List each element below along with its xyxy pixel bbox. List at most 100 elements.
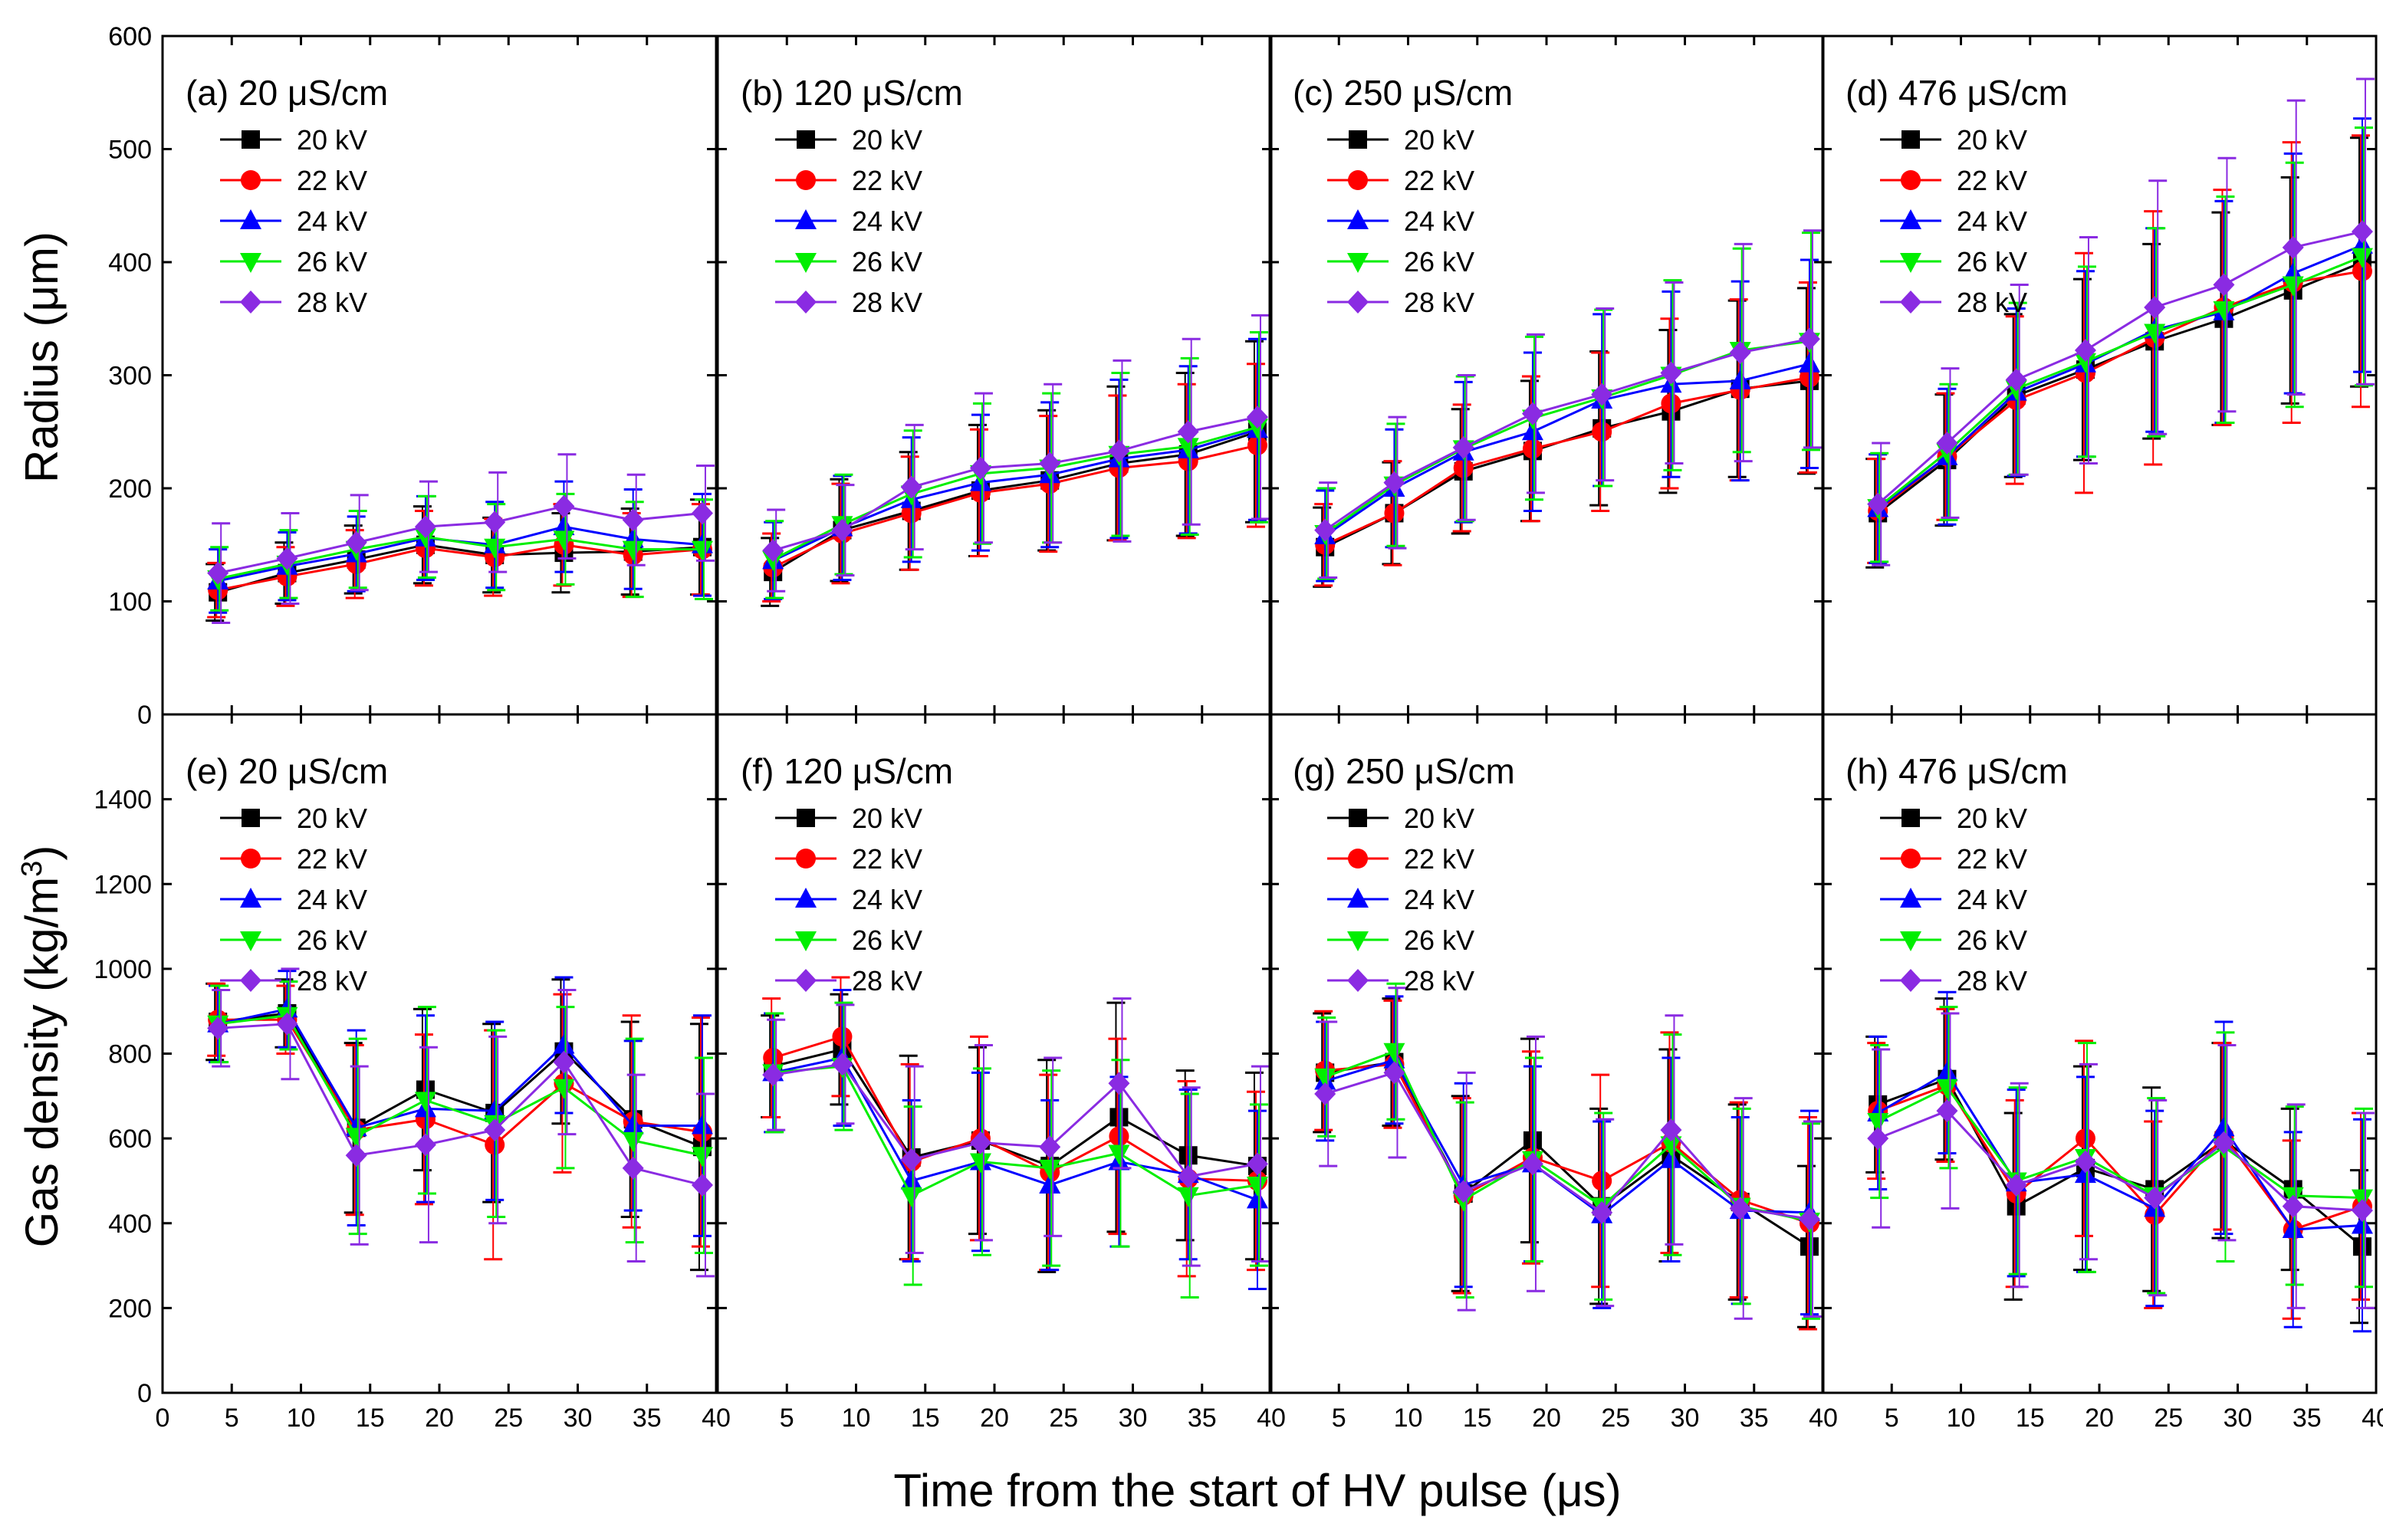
data-point <box>414 528 436 549</box>
y-tick-label: 600 <box>108 22 152 51</box>
x-tick-label: 35 <box>1740 1404 1769 1433</box>
data-point <box>1798 352 1820 373</box>
data-point <box>1660 361 1682 385</box>
x-tick-label: 20 <box>980 1404 1009 1433</box>
legend-label: 22 kV <box>1404 843 1474 875</box>
series-line <box>1324 337 1810 531</box>
data-point <box>1798 327 1820 351</box>
panel-title: (h) 476 μS/cm <box>1846 751 2068 791</box>
series-28-kv <box>1867 77 2375 566</box>
y-tick-label: 0 <box>137 701 152 730</box>
legend: 20 kV 22 kV 24 kV 26 kV 28 kV <box>775 124 922 318</box>
legend-label: 24 kV <box>1957 884 2027 915</box>
data-point <box>2005 1173 2027 1197</box>
legend-marker <box>240 931 261 951</box>
legend-label: 26 kV <box>852 246 922 277</box>
series-line <box>772 1048 1258 1167</box>
series-line <box>218 1014 703 1157</box>
series-28-kv <box>207 967 715 1278</box>
legend-marker <box>1348 170 1368 190</box>
x-tick-label: 0 <box>156 1404 170 1433</box>
x-tick-label: 5 <box>1332 1404 1346 1433</box>
legend: 20 kV 22 kV 24 kV 26 kV 28 kV <box>220 124 367 318</box>
x-tick-label: 10 <box>842 1404 871 1433</box>
y-tick-label: 500 <box>108 136 152 165</box>
legend-marker <box>240 253 261 273</box>
x-tick-label: 20 <box>1532 1404 1561 1433</box>
data-point <box>1591 1200 1613 1224</box>
data-point <box>1867 492 1889 516</box>
legend-label: 28 kV <box>852 287 922 318</box>
x-axis-title: Time from the start of HV pulse (μs) <box>893 1465 1621 1516</box>
series-28-kv <box>1314 229 1822 580</box>
series-28-kv <box>762 314 1270 593</box>
series-28-kv <box>762 997 1270 1267</box>
legend-marker <box>1347 253 1369 273</box>
y-tick-label: 1400 <box>94 786 152 815</box>
x-tick-label: 40 <box>1809 1404 1838 1433</box>
series-line <box>1877 255 2363 509</box>
series-line <box>217 1007 702 1130</box>
data-point <box>2351 1199 2373 1223</box>
data-point <box>2144 323 2166 344</box>
legend-label: 20 kV <box>1957 124 2027 156</box>
series-28-kv <box>207 453 715 625</box>
legend-label: 26 kV <box>1957 924 2027 956</box>
panel-f: 5 10 15 20 25 30 35 40 (f) 120 μS/cm 20 kV 22 kV 24… <box>716 713 1286 1433</box>
data-point <box>762 539 784 563</box>
series-28-kv <box>1314 987 1822 1320</box>
data-point <box>553 1079 575 1099</box>
data-point <box>1521 402 1543 425</box>
legend-marker <box>795 931 817 951</box>
data-point <box>622 1156 644 1180</box>
data-point <box>1108 1144 1130 1165</box>
data-point <box>969 1131 991 1154</box>
legend-label: 28 kV <box>1404 965 1474 997</box>
legend-label: 28 kV <box>1957 965 2027 997</box>
data-point <box>900 1148 922 1171</box>
data-point <box>1177 1164 1199 1188</box>
data-point <box>1246 1188 1268 1209</box>
legend-marker <box>1901 170 1921 190</box>
data-point <box>1314 518 1336 542</box>
legend: 20 kV 22 kV 24 kV 26 kV 28 kV <box>220 803 367 997</box>
legend-marker <box>1901 809 1920 827</box>
legend-label: 26 kV <box>297 246 367 277</box>
data-point <box>276 1012 298 1036</box>
legend-label: 26 kV <box>297 924 367 956</box>
legend-label: 28 kV <box>1957 287 2027 318</box>
legend: 20 kV 22 kV 24 kV 26 kV 28 kV <box>775 803 922 997</box>
x-tick-label: 15 <box>1463 1404 1492 1433</box>
data-point <box>1660 1118 1682 1142</box>
series-28-kv <box>1867 1012 2375 1309</box>
data-point <box>969 456 991 480</box>
data-point <box>2351 220 2373 244</box>
data-point <box>691 501 713 525</box>
x-tick-label: 20 <box>425 1404 454 1433</box>
series-line <box>217 505 703 575</box>
data-point <box>484 511 506 534</box>
panel-title: (f) 120 μS/cm <box>741 751 953 791</box>
x-tick-label: 35 <box>2293 1404 2322 1433</box>
y-tick-label: 1200 <box>94 870 152 899</box>
legend-marker <box>1348 849 1368 869</box>
legend-label: 20 kV <box>1957 803 2027 834</box>
y-tick-label: 200 <box>108 1294 152 1323</box>
data-point <box>1936 1099 1958 1123</box>
data-point <box>2144 1186 2166 1210</box>
series-line <box>1325 1062 1810 1225</box>
data-point <box>484 1118 506 1142</box>
data-point <box>1660 1148 1682 1168</box>
legend-label: 26 kV <box>1957 246 2027 277</box>
x-tick-label: 15 <box>2016 1404 2045 1433</box>
data-point <box>691 540 713 561</box>
x-tick-label: 30 <box>2224 1404 2253 1433</box>
x-tick-label: 40 <box>702 1404 731 1433</box>
data-point <box>2213 1131 2235 1154</box>
y-tick-label-max: 600 <box>108 22 152 51</box>
data-point <box>1314 1082 1336 1106</box>
data-point <box>1108 439 1130 463</box>
legend-marker <box>796 849 816 869</box>
